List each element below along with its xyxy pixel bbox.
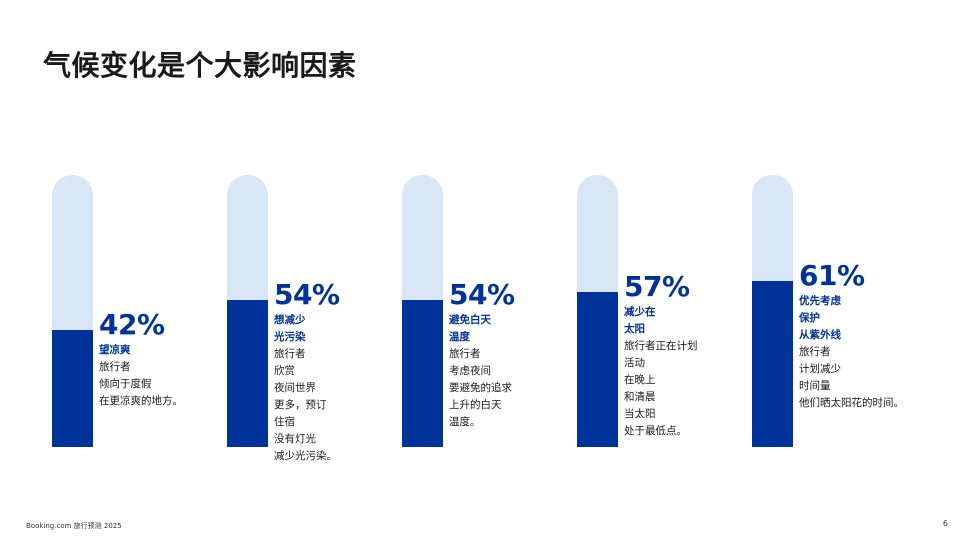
stat-column: 57% 减少在太阳旅行者正在计划 活动在晚上和清晨当太阳处于最低点。 [577, 175, 757, 447]
stat-description: 在晚上 [624, 374, 656, 386]
stat-description: 欣赏 [274, 365, 295, 377]
stat-description: 没有灯光 [274, 433, 316, 445]
stat-text: 54% 想减少光污染旅行者欣赏夜间世界更多，预订住宿没有灯光减少光污染。 [274, 278, 340, 465]
stat-percent: 57% [624, 270, 690, 303]
stat-headline: 减少在 [624, 306, 656, 318]
stat-description: 计划减少 [799, 363, 841, 375]
stat-headline: 避免白天 [449, 314, 491, 326]
stat-description: 在更凉爽的地方。 [99, 395, 183, 407]
stat-column: 61% 优先考虑保护从紫外线旅行者计划减少时间量他们晒太阳花的时间。 [752, 175, 932, 447]
stat-column: 54% 想减少光污染旅行者欣赏夜间世界更多，预订住宿没有灯光减少光污染。 [227, 175, 407, 462]
page-title: 气候变化是个大影响因素 [43, 49, 357, 82]
stat-description: 旅行者正在计划 [624, 340, 698, 352]
stat-description: 和清晨 [624, 391, 656, 403]
stat-headline: 温度 [449, 331, 470, 343]
stat-description: 考虑夜间 [449, 365, 491, 377]
stat-headline: 光污染 [274, 331, 306, 343]
stat-description: 当太阳 [624, 408, 656, 420]
thermometer-fill [52, 330, 93, 447]
footer-source: Booking.com 旅行预测 2025 [26, 522, 122, 530]
stat-text: 61% 优先考虑保护从紫外线旅行者计划减少时间量他们晒太阳花的时间。 [799, 259, 904, 412]
stat-headline: 想减少 [274, 314, 306, 326]
stat-description: 旅行者 [274, 348, 306, 360]
stat-percent: 61% [799, 259, 865, 292]
stat-headline: 从紫外线 [799, 329, 841, 341]
stat-column: 42% 望凉爽旅行者倾向于度假在更凉爽的地方。 [52, 175, 232, 447]
stat-description: 温度。 [449, 416, 481, 428]
stat-headline: 望凉爽 [99, 344, 131, 356]
stat-text: 54% 避免白天温度旅行者考虑夜间要避免的追求 上升的白天温度。 [449, 278, 515, 431]
stat-description: 旅行者 [799, 346, 831, 358]
stat-percent: 54% [449, 278, 515, 311]
stat-percent: 54% [274, 278, 340, 311]
page-number: 6 [942, 519, 948, 528]
stat-description: 旅行者 [449, 348, 481, 360]
stat-headline: 优先考虑 [799, 295, 841, 307]
stat-description: 上升的白天 [449, 399, 502, 411]
stat-description: 时间量 [799, 380, 831, 392]
thermometer-bar [52, 175, 93, 447]
thermometer-bar [402, 175, 443, 447]
thermometer-bar [752, 175, 793, 447]
stat-description: 夜间世界 [274, 382, 316, 394]
stat-text: 42% 望凉爽旅行者倾向于度假在更凉爽的地方。 [99, 308, 183, 410]
thermometer-fill [402, 300, 443, 447]
stat-description: 要避免的追求 [449, 382, 512, 394]
stat-description: 处于最低点。 [624, 425, 687, 437]
thermometer-fill [752, 281, 793, 447]
stat-description: 倾向于度假 [99, 378, 152, 390]
thermometer-fill [577, 292, 618, 447]
thermometer-bar [227, 175, 268, 447]
stat-description: 减少光污染。 [274, 450, 337, 462]
stat-description: 旅行者 [99, 361, 131, 373]
stat-headline: 保护 [799, 312, 820, 324]
stat-text: 57% 减少在太阳旅行者正在计划 活动在晚上和清晨当太阳处于最低点。 [624, 270, 698, 440]
stat-headline: 太阳 [624, 323, 645, 335]
stat-percent: 42% [99, 308, 165, 341]
thermometer-bar [577, 175, 618, 447]
stat-description: 他们晒太阳花的时间。 [799, 397, 904, 409]
stat-description: 活动 [624, 357, 645, 369]
thermometer-fill [227, 300, 268, 447]
stat-column: 54% 避免白天温度旅行者考虑夜间要避免的追求 上升的白天温度。 [402, 175, 582, 447]
stat-description: 更多，预订 [274, 399, 327, 411]
stat-description: 住宿 [274, 416, 295, 428]
